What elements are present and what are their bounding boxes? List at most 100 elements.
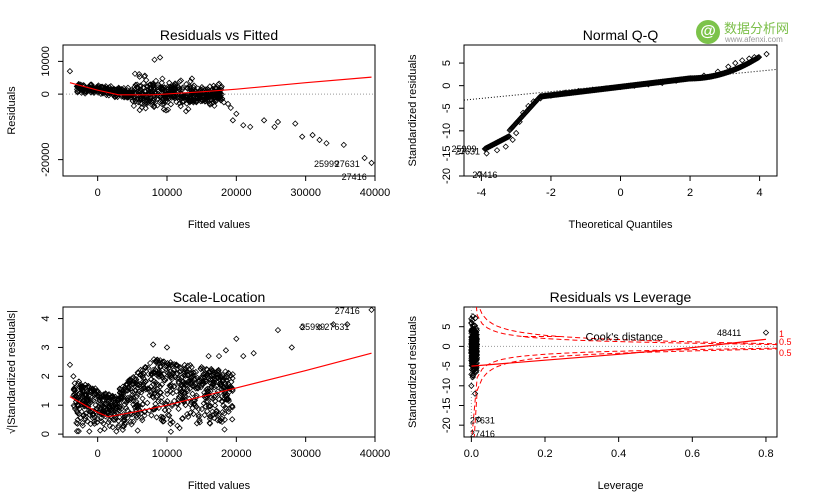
data-point — [86, 428, 93, 435]
data-point — [98, 418, 105, 425]
notable-point — [323, 140, 330, 147]
data-point — [108, 406, 116, 413]
data-point — [79, 422, 86, 429]
data-point — [179, 415, 186, 422]
data-point — [84, 384, 92, 392]
data-point — [99, 402, 106, 409]
plot-panel: Residuals vs Fitted Fitted values Residual… — [6, 27, 390, 231]
data-point — [100, 420, 107, 427]
data-point — [471, 322, 479, 329]
notable-point — [700, 72, 708, 79]
notable-point — [340, 141, 347, 149]
data-point — [137, 410, 145, 417]
data-point — [209, 98, 217, 106]
data-point — [189, 373, 197, 380]
data-point — [185, 105, 192, 113]
data-point — [200, 370, 207, 378]
data-point — [158, 417, 165, 424]
notable-point — [659, 79, 666, 87]
data-point — [151, 389, 158, 397]
data-point — [207, 394, 215, 401]
data-point — [80, 411, 87, 419]
data-point — [107, 398, 115, 405]
data-point — [121, 416, 128, 423]
data-point — [153, 414, 160, 421]
notable-point — [513, 129, 520, 137]
data-point — [153, 359, 160, 366]
data-point — [158, 398, 165, 405]
data-point — [120, 422, 127, 429]
data-point — [161, 87, 168, 94]
data-point — [144, 95, 151, 102]
outlier-label: 27416 — [470, 429, 495, 439]
data-point — [142, 363, 149, 371]
data-point — [213, 93, 220, 100]
data-point — [173, 98, 180, 106]
notable-point — [561, 89, 569, 97]
data-point — [76, 81, 83, 88]
y-tick-label: 4 — [40, 315, 52, 321]
data-point — [181, 390, 188, 398]
data-point — [116, 389, 124, 396]
x-axis-label: Leverage — [598, 480, 644, 492]
notable-point — [471, 390, 479, 397]
data-point — [470, 363, 478, 370]
data-point — [220, 377, 227, 385]
notable-point — [233, 110, 240, 117]
notable-point — [368, 159, 375, 167]
data-point — [117, 393, 125, 400]
data-point — [186, 366, 193, 374]
data-point — [220, 402, 227, 409]
data-point — [195, 413, 203, 420]
notable-point — [215, 352, 223, 360]
data-point — [92, 385, 99, 392]
data-point — [97, 414, 105, 422]
data-point — [221, 416, 228, 423]
data-point — [173, 361, 180, 368]
data-point — [218, 385, 225, 392]
outlier-label: 25999 — [451, 144, 476, 154]
data-point — [184, 413, 192, 420]
plot-frame — [62, 44, 376, 177]
notable-point — [493, 147, 501, 154]
notable-point — [686, 75, 694, 82]
data-point — [84, 418, 91, 425]
data-point — [210, 371, 217, 378]
data-point — [97, 405, 104, 412]
data-point — [197, 365, 204, 373]
data-point — [106, 416, 113, 424]
x-tick-label: 10000 — [152, 448, 183, 460]
data-point — [113, 428, 120, 435]
data-point — [155, 404, 163, 412]
data-point — [183, 92, 190, 99]
data-point — [505, 133, 513, 140]
data-point — [120, 87, 128, 94]
data-point — [192, 88, 200, 95]
data-point — [159, 358, 166, 366]
x-tick-label: 0 — [95, 187, 101, 199]
data-point — [130, 397, 137, 404]
data-point — [187, 409, 194, 416]
data-point — [105, 92, 113, 99]
data-point — [162, 107, 170, 114]
y-tick-label: -10 — [441, 378, 453, 394]
plot-frame — [62, 306, 376, 438]
contour-label: 0.5 — [779, 337, 792, 347]
data-point — [197, 89, 204, 97]
y-tick-label: -15 — [441, 398, 453, 414]
data-point — [126, 376, 134, 383]
data-point — [75, 380, 82, 387]
data-point — [155, 369, 163, 376]
data-point — [165, 364, 173, 372]
data-point — [124, 84, 132, 91]
x-tick-label: 30000 — [290, 448, 321, 460]
x-tick-label: 40000 — [360, 448, 391, 460]
data-point — [195, 92, 202, 99]
data-point — [130, 102, 138, 110]
data-point — [167, 417, 174, 424]
data-point — [130, 418, 137, 425]
data-point — [134, 390, 142, 398]
data-point — [74, 89, 81, 96]
data-point — [191, 400, 198, 407]
data-point — [218, 415, 226, 422]
